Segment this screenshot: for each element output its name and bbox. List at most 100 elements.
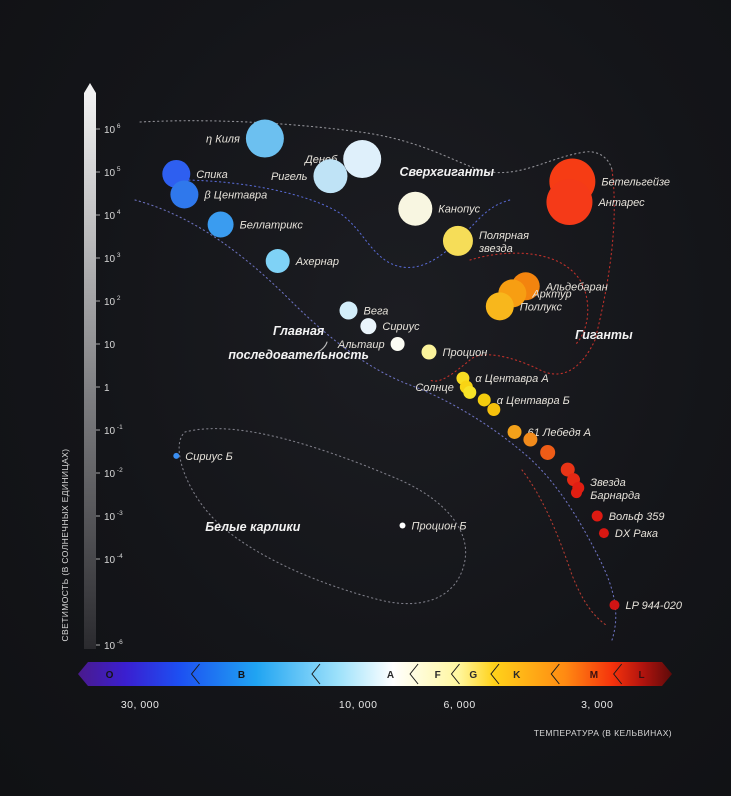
star-point [442,225,473,256]
star-point [477,393,491,407]
star-point [463,385,477,399]
spectral-class-label: G [469,670,477,681]
star-point [570,487,582,499]
main-sequence-band-outline-2 [521,469,607,626]
y-tick-label: 10 -6 [104,639,123,652]
star-label: LP 944-020 [625,600,682,612]
spectral-class-divider [311,663,321,685]
x-tick-label: 10, 000 [339,699,378,711]
spectral-class-divider [190,663,200,685]
star-label: Вольф 359 [609,511,665,523]
spectral-class-label: A [387,670,394,681]
y-tick-label: 10 3 [104,252,121,265]
star-label: Антарес [597,197,645,209]
star-point [265,249,290,274]
x-tick-label: 6, 000 [443,699,475,711]
star-label: Полярная звезда [478,230,529,255]
star-point [173,452,180,459]
star-label: Вега [364,306,389,318]
star-point [540,444,556,460]
y-tick-label: 10 -4 [104,553,123,566]
star-label: Процион [442,347,487,359]
luminosity-axis-bar [84,93,96,649]
region-label: Сверхгиганты [399,165,494,179]
star-label: Беллатрикс [240,220,304,232]
star-label: Сириус Б [185,451,233,463]
star-label: Звезда Барнарда [590,477,640,502]
star-point [485,292,514,321]
star-point [546,179,593,226]
temperature-ticks: 30, 000 10, 000 6, 000 3, 000 [121,699,613,711]
y-tick-label: 10 -2 [104,467,123,480]
star-point [343,140,382,179]
y-tick-label: 10 2 [104,295,121,308]
star-label: 61 Лебедя А [528,427,591,439]
spectral-class-divider [613,663,623,685]
star-label: Альтаир [337,339,385,351]
spectral-class-label: L [638,670,644,681]
star-point [399,522,406,529]
region-labels: Сверхгиганты Гиганты Главная последовательн… [205,165,633,534]
region-label: Главная [273,324,325,338]
y-tick-label: 10 -3 [104,510,123,523]
star-point [398,191,433,226]
y-axis-title: СВЕТИМОСТЬ (В СОЛНЕЧНЫХ ЕДИНИЦАХ) [60,449,70,642]
x-tick-label: 3, 000 [581,699,613,711]
white-dwarf-outline [178,428,467,605]
region-label: Гиганты [575,328,633,342]
star-label: α Центавра Б [497,395,570,407]
star-point [339,301,358,320]
star-label: Процион Б [411,521,466,533]
main-sequence-upper-outline [179,179,511,268]
spectral-class-label: M [590,670,598,681]
star-point [390,337,405,351]
star-point [609,600,620,611]
region-label: последовательность [228,348,369,362]
star-label: Арктур [531,288,571,300]
spectral-class-divider [450,663,460,685]
luminosity-axis-arrow [84,83,96,93]
spectral-class-label: O [106,670,114,681]
spectral-class-divider [409,663,419,685]
star-label: Спика [196,169,227,181]
star-label: Альдебаран [545,281,608,293]
spectral-bar-shape [78,662,672,686]
star-label: η Киля [206,134,240,146]
star-point [507,424,522,439]
star-label: DX Рака [615,528,658,540]
x-tick-label: 30, 000 [121,699,160,711]
spectral-class-label: B [238,670,245,681]
star-label: β Центавра [203,189,267,201]
star-point [245,119,284,158]
spectral-class-label: F [435,670,441,681]
giant-outline-2 [469,252,589,346]
star-point [523,432,538,447]
star-point [313,159,348,194]
y-tick-label: 10 [104,340,116,351]
star-label: Поллукс [520,301,563,313]
star-point [360,318,377,335]
spectral-class-divider [550,663,560,685]
star-label: Ригель [271,171,308,183]
star-label: Канопус [438,204,480,216]
star-point [591,510,603,522]
star-point [487,402,501,416]
star-label: α Центавра A [475,373,548,385]
star-label: Солнце [415,382,453,394]
y-tick-label: 10 5 [104,166,121,179]
giant-outline [429,169,615,382]
star-point [421,344,437,360]
luminosity-axis [84,83,96,649]
spectral-class-label: K [513,670,521,681]
x-axis-title: ТЕМПЕРАТУРА (В КЕЛЬВИНАХ) [534,728,672,738]
star-label: Ахернар [295,256,339,268]
star-label: Сириус [382,321,420,333]
star-point [170,180,199,209]
star-label: Бетельгейзе [601,177,670,189]
region-label: Белые карлики [205,520,300,534]
y-tick-label: 10 6 [104,123,121,136]
main-sequence-band-outline [134,199,617,641]
